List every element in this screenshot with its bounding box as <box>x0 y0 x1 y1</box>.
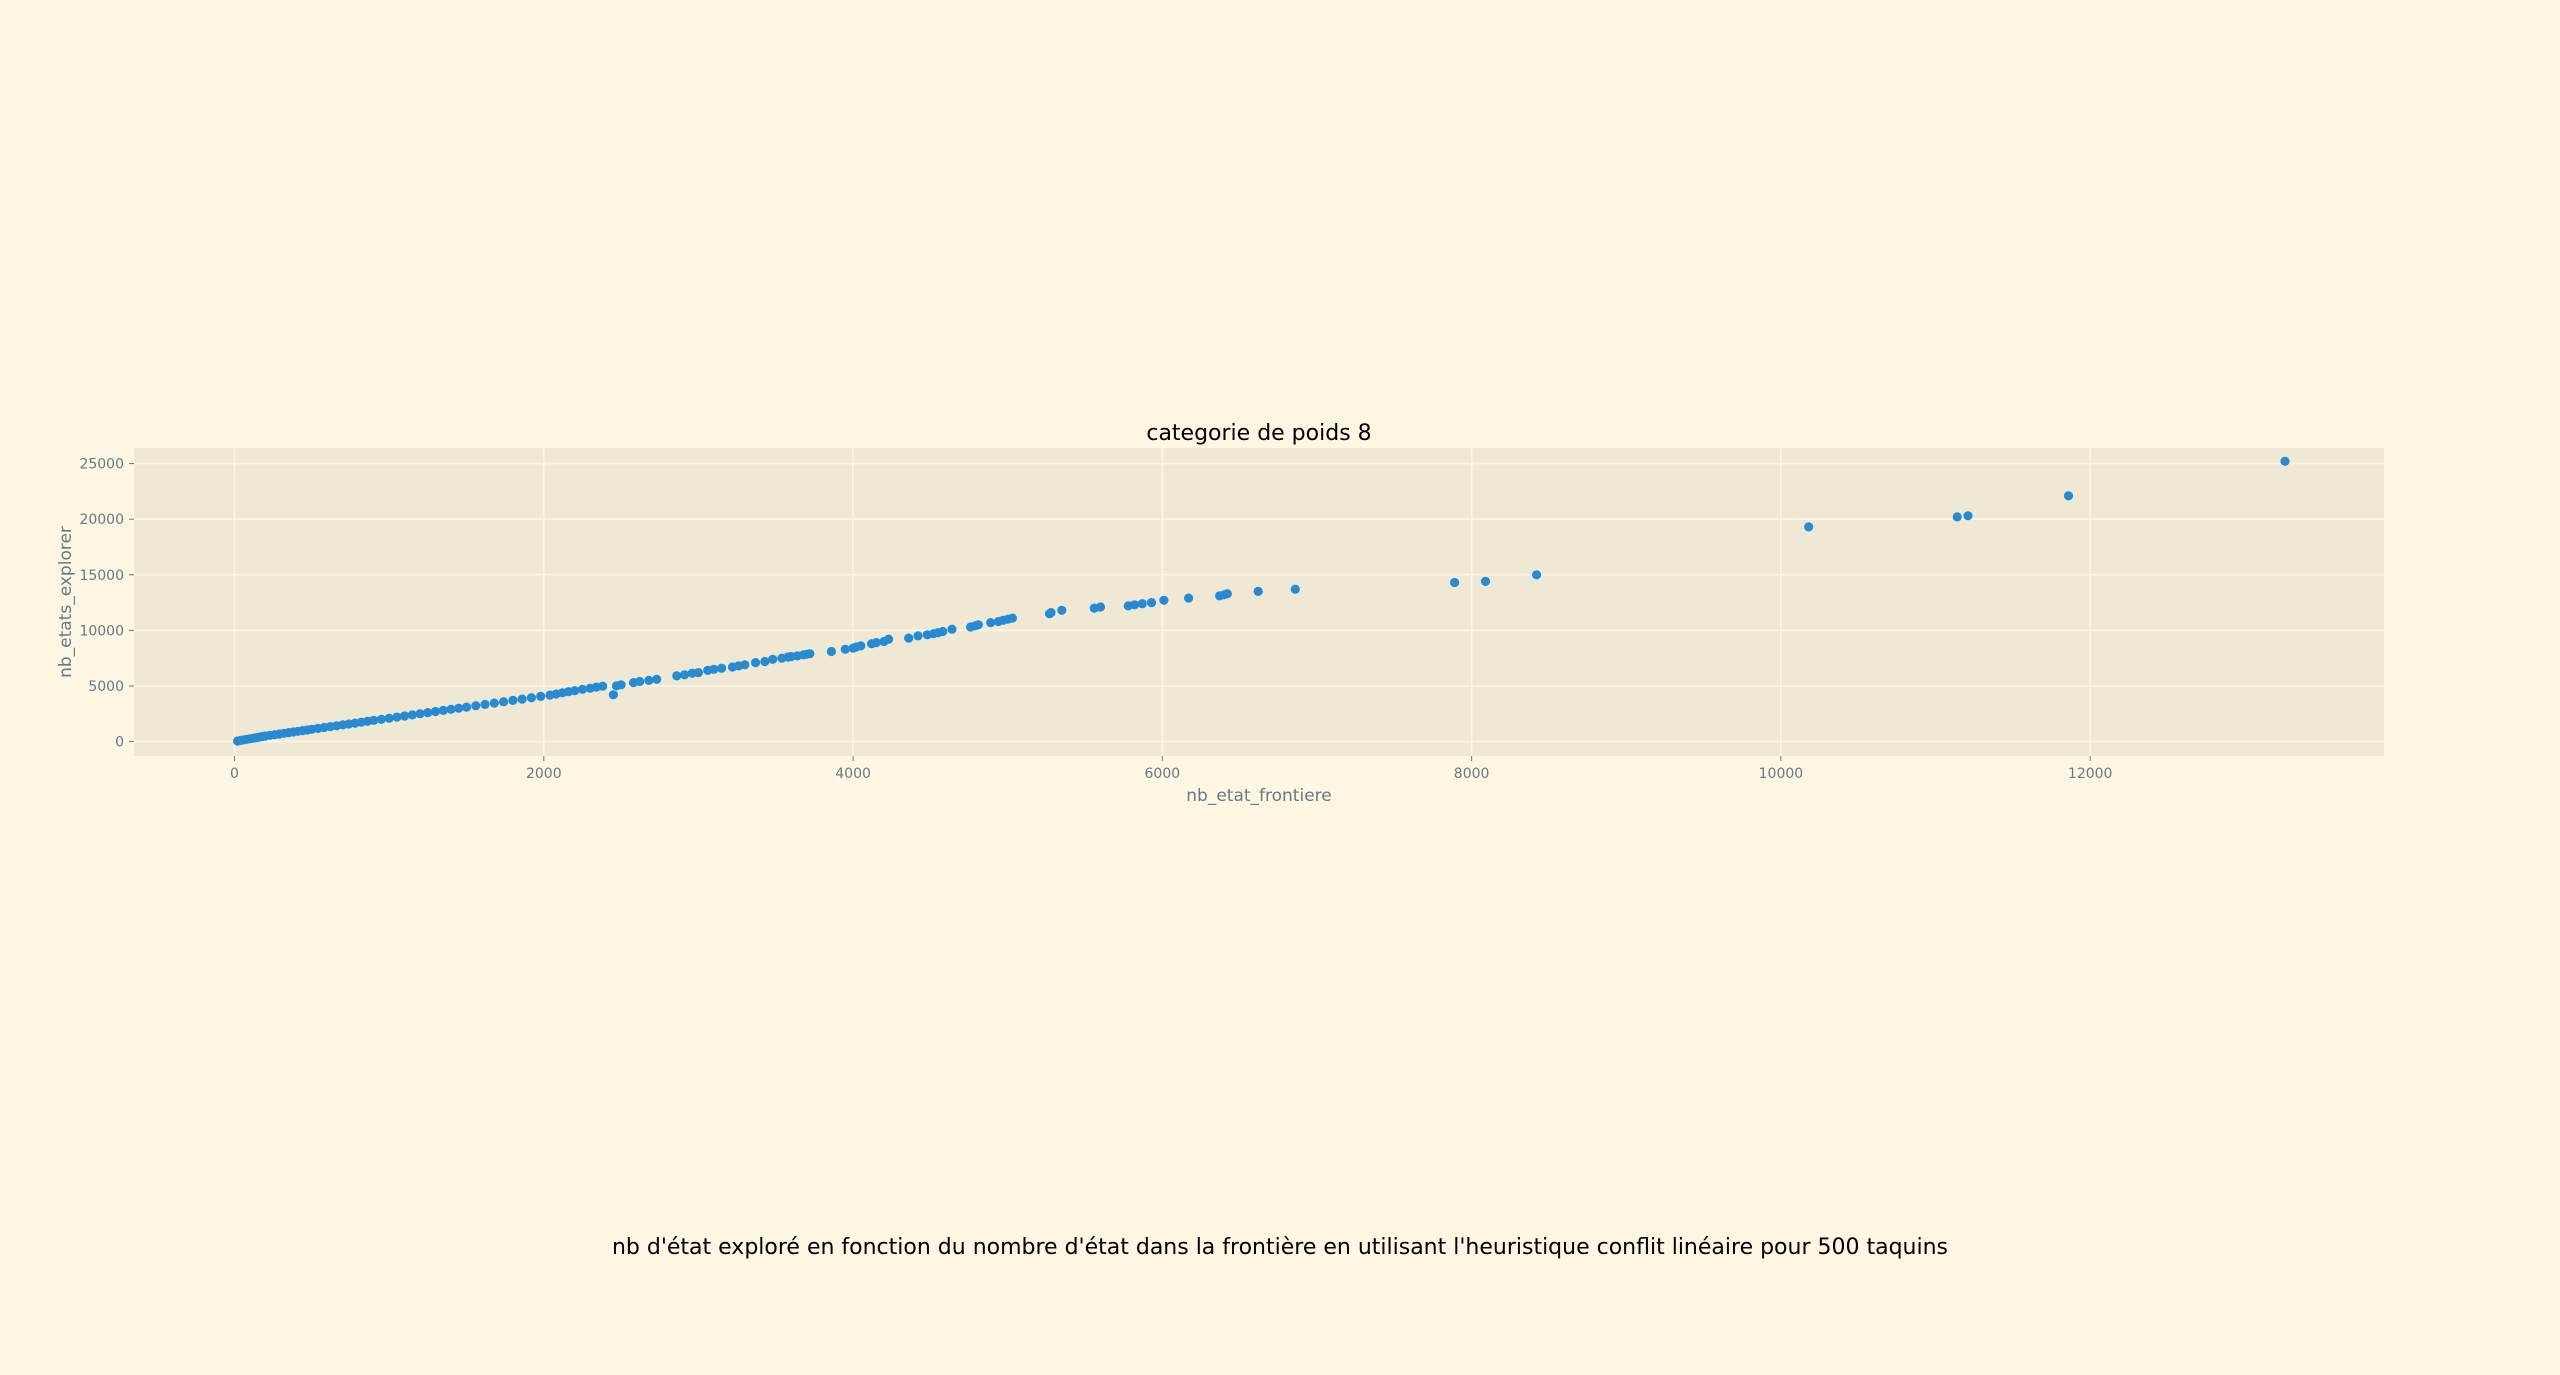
scatter-point <box>577 684 588 694</box>
scatter-point <box>1952 512 1962 522</box>
chart-title: categorie de poids 8 <box>1146 421 1371 446</box>
scatter-point <box>709 664 719 674</box>
scatter-point <box>740 660 750 670</box>
scatter-point <box>1532 570 1542 580</box>
scatter-point <box>679 670 690 680</box>
scatter-point <box>768 654 778 664</box>
scatter-point <box>1480 576 1491 587</box>
scatter-point <box>616 680 626 690</box>
scatter-point <box>423 708 433 718</box>
scatter-point <box>717 663 727 673</box>
scatter-point <box>517 694 527 704</box>
scatter-point <box>693 668 704 678</box>
scatter-point <box>2063 491 2074 501</box>
y-tick-label: 10000 <box>79 623 124 639</box>
scatter-point <box>805 649 815 659</box>
x-tick-label: 2000 <box>526 766 562 782</box>
scatter-point <box>536 691 546 702</box>
scatter-point <box>376 714 386 724</box>
scatter-point <box>1057 605 1067 615</box>
scatter-point <box>480 699 490 710</box>
scatter-point <box>598 681 608 691</box>
scatter-point <box>1159 595 1169 605</box>
scatter-point <box>570 686 580 696</box>
scatter-point <box>871 638 881 648</box>
figure-caption: nb d'état exploré en fonction du nombre … <box>612 1235 1948 1260</box>
y-axis-label: nb_etats_explorer <box>56 526 76 678</box>
scatter-point <box>652 674 662 684</box>
scatter-point <box>672 671 682 681</box>
x-tick-label: 4000 <box>835 766 871 782</box>
x-axis-ticks: 0 2000 4000 6000 8000 10000 12000 <box>230 756 2112 782</box>
scatter-point <box>913 631 923 641</box>
scatter-point <box>1290 584 1300 594</box>
scatter-point <box>1007 613 1018 623</box>
scatter-points <box>233 456 2290 746</box>
scatter-point <box>392 712 402 722</box>
y-axis-ticks: 0 5000 10000 15000 20000 25000 <box>79 457 134 751</box>
scatter-point <box>1137 599 1147 609</box>
scatter-point <box>461 702 472 712</box>
scatter-point <box>904 633 914 643</box>
scatter-point <box>499 697 509 707</box>
scatter-point <box>384 713 394 723</box>
y-tick-label: 5000 <box>88 679 124 695</box>
scatter-point <box>986 618 996 628</box>
plot-area <box>134 448 2384 756</box>
scatter-point <box>644 675 654 686</box>
scatter-point <box>1253 586 1263 597</box>
x-tick-label: 6000 <box>1145 766 1181 782</box>
scatter-point <box>1146 598 1157 608</box>
x-tick-label: 8000 <box>1454 766 1490 782</box>
grid-lines <box>134 448 2384 756</box>
scatter-point <box>1963 511 1973 521</box>
scatter-point <box>415 709 425 719</box>
y-tick-label: 15000 <box>79 568 124 584</box>
scatter-point <box>947 624 957 634</box>
scatter-point <box>446 704 456 714</box>
scatter-point <box>1804 522 1814 532</box>
scatter-point <box>1222 589 1232 599</box>
scatter-point <box>471 701 481 711</box>
y-tick-label: 25000 <box>79 457 124 473</box>
scatter-point <box>508 695 518 706</box>
scatter-point <box>369 715 379 726</box>
scatter-point <box>1095 602 1106 612</box>
scatter-point <box>635 676 645 687</box>
scatter-point <box>1184 593 1194 603</box>
scatter-point <box>454 703 464 713</box>
scatter-point <box>1046 608 1056 618</box>
scatter-point <box>840 644 850 654</box>
x-tick-label: 0 <box>230 766 239 782</box>
scatter-point <box>526 693 537 703</box>
scatter-point <box>826 646 837 657</box>
plot-background <box>134 448 2384 756</box>
scatter-point <box>760 656 770 667</box>
x-tick-label: 12000 <box>2068 766 2113 782</box>
scatter-point <box>884 634 894 644</box>
y-tick-label: 20000 <box>79 512 124 528</box>
scatter-point <box>2280 456 2290 466</box>
scatter-point <box>489 698 499 708</box>
scatter-point <box>438 705 448 716</box>
scatter-point <box>407 710 417 720</box>
x-tick-label: 10000 <box>1759 766 1804 782</box>
scatter-point <box>973 620 983 630</box>
scatter-point <box>430 706 441 717</box>
scatter-point <box>608 690 619 700</box>
scatter-point <box>938 626 948 637</box>
scatter-point <box>1450 577 1460 588</box>
scatter-point <box>856 641 866 651</box>
scatter-point <box>400 711 410 721</box>
x-axis-label: nb_etat_frontiere <box>1186 786 1331 806</box>
scatter-point <box>751 658 761 668</box>
y-tick-label: 0 <box>115 735 124 751</box>
scatter-point <box>1129 600 1140 610</box>
